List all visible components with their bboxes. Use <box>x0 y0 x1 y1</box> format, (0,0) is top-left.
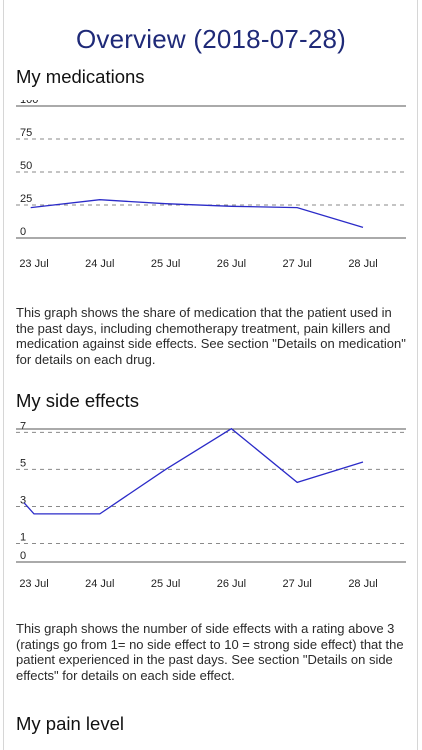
y-tick-label: 75 <box>20 127 32 139</box>
y-tick-label: 25 <box>20 193 32 205</box>
section-title-pain-level: My pain level <box>16 713 124 734</box>
x-tick-label: 27 Jul <box>283 578 312 590</box>
x-tick-label: 23 Jul <box>19 258 48 270</box>
page-title: Overview (2018-07-28) <box>75 24 347 54</box>
x-tick-label: 24 Jul <box>85 578 114 590</box>
right-edge-divider <box>417 0 418 750</box>
y-tick-label: 100 <box>20 100 38 106</box>
section-title-side-effects: My side effects <box>16 390 140 411</box>
x-tick-label: 28 Jul <box>348 258 377 270</box>
x-tick-label: 25 Jul <box>151 258 180 270</box>
x-tick-label: 27 Jul <box>283 258 312 270</box>
y-tick-label: 3 <box>20 494 26 506</box>
series-line <box>30 199 364 229</box>
y-tick-label: 5 <box>20 457 26 469</box>
y-tick-label: 1 <box>20 531 26 543</box>
side-effects-description: This graph shows the number of side effe… <box>16 621 404 683</box>
side-effects-line-chart: 0 1 3 5 7 23 Jul 24 Jul 25 Jul 26 Jul 27 Jul 28 Ju… <box>16 420 406 590</box>
medications-description: This graph shows the share of medication… <box>16 305 406 367</box>
x-tick-label: 25 Jul <box>151 578 180 590</box>
series-line <box>23 427 364 515</box>
x-tick-label: 26 Jul <box>217 258 246 270</box>
x-tick-label: 28 Jul <box>348 578 377 590</box>
y-tick-label: 50 <box>20 160 32 172</box>
left-edge-divider <box>3 0 4 750</box>
y-tick-label: 0 <box>20 550 26 562</box>
medications-line-chart: 0 25 50 75 100 23 Jul 24 Jul 25 Jul 26 Jul 27 Jul… <box>16 100 406 270</box>
x-tick-label: 24 Jul <box>85 258 114 270</box>
section-title-medications: My medications <box>16 66 145 87</box>
y-tick-label: 0 <box>20 226 26 238</box>
x-tick-label: 23 Jul <box>19 578 48 590</box>
y-tick-label: 7 <box>20 420 26 432</box>
x-tick-label: 26 Jul <box>217 578 246 590</box>
